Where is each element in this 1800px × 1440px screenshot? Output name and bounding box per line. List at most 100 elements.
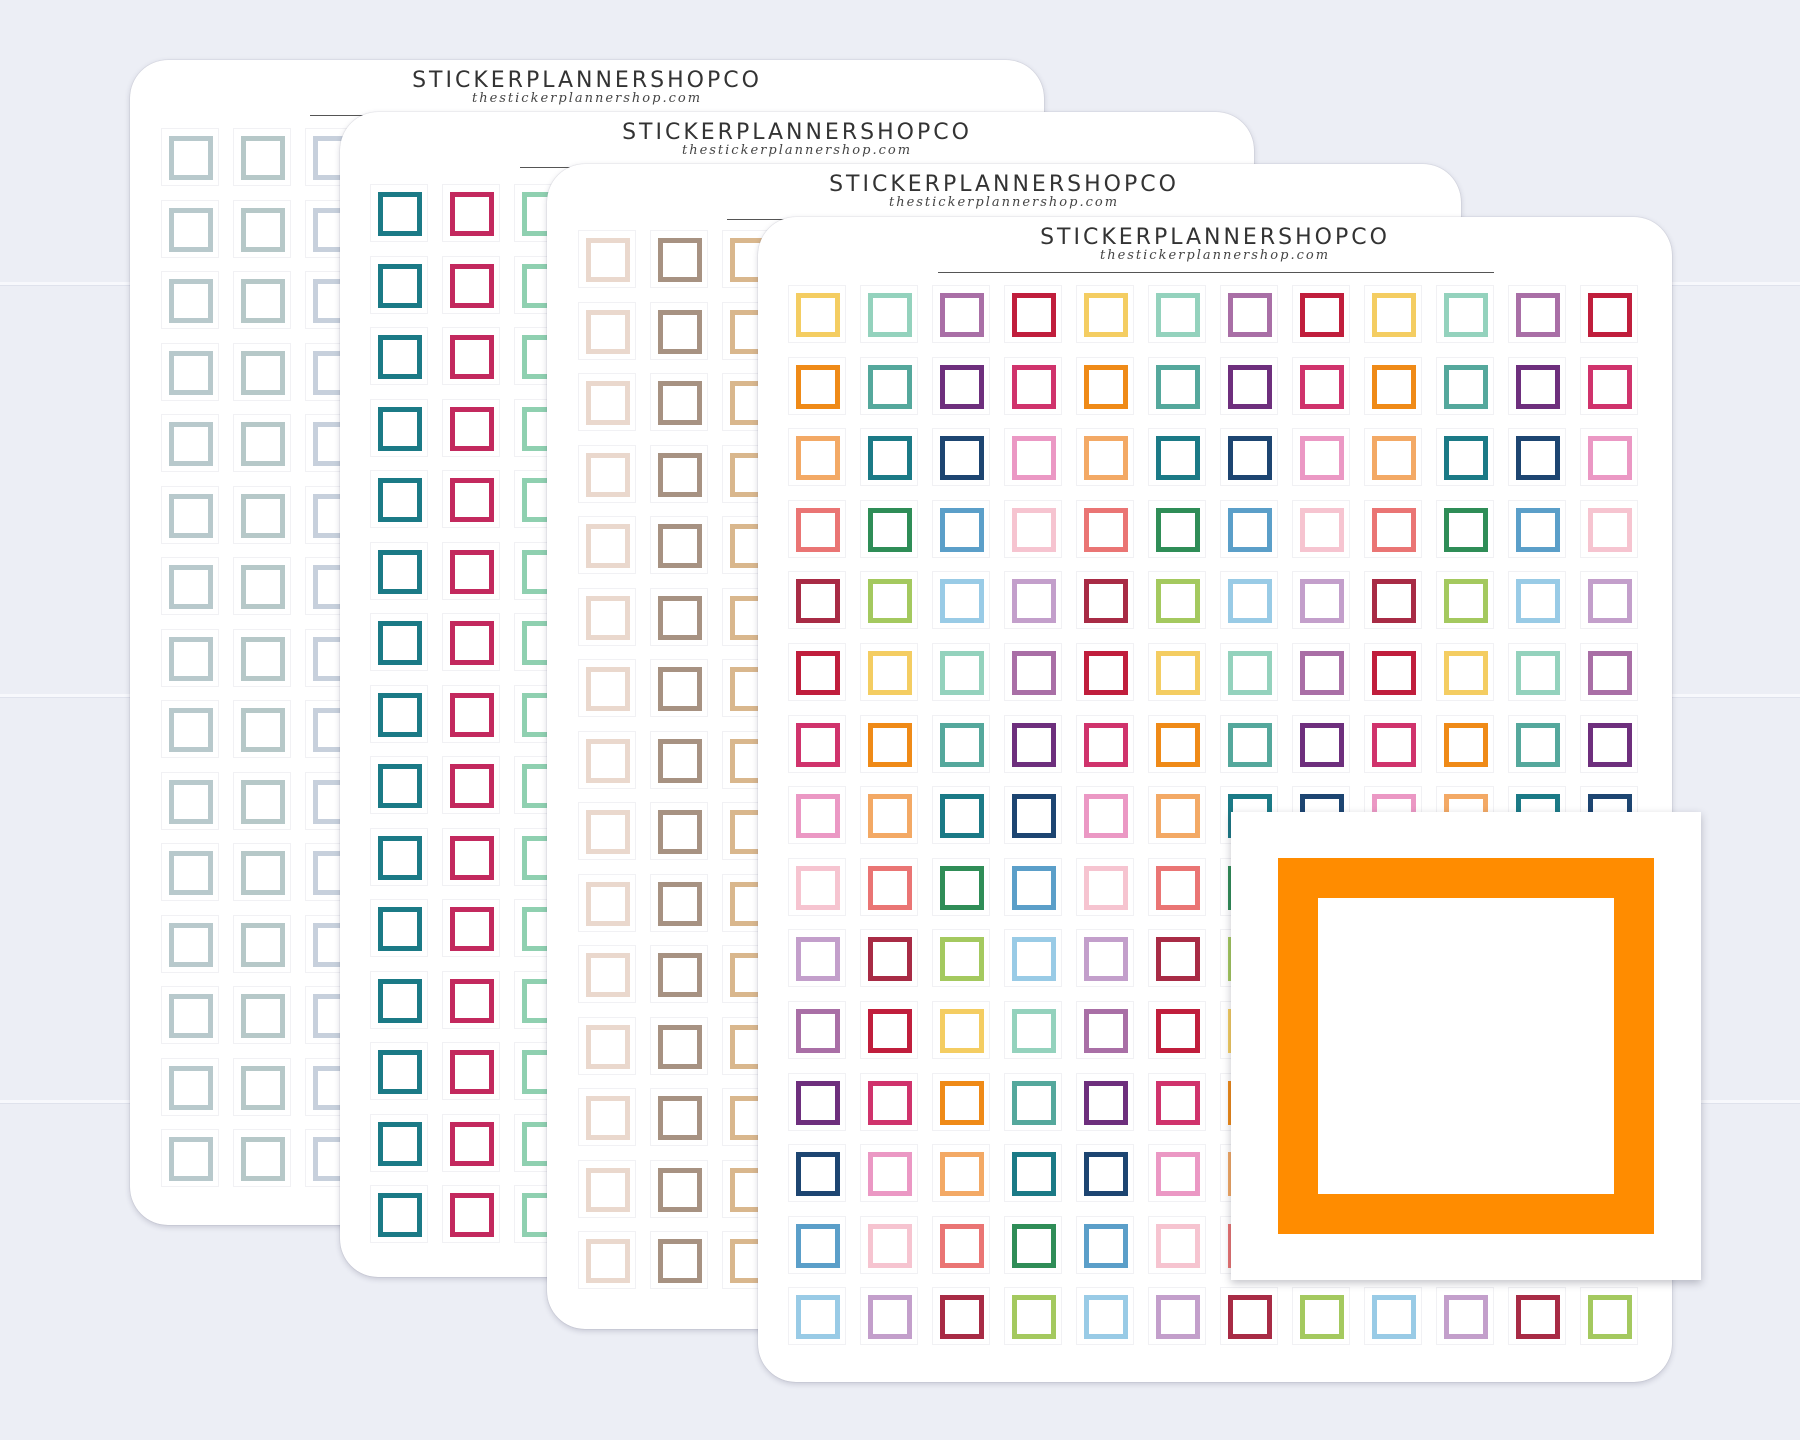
square-sticker <box>586 667 630 711</box>
sticker-cell <box>1004 643 1062 701</box>
square-sticker <box>868 1009 912 1053</box>
square-sticker <box>241 636 285 681</box>
sticker-cell <box>1004 428 1062 487</box>
square-sticker <box>1516 579 1560 624</box>
square-sticker <box>1444 722 1488 767</box>
sticker-cell <box>1292 285 1350 343</box>
sticker-cell <box>1076 285 1134 343</box>
sticker-cell <box>650 873 708 932</box>
sticker-cell <box>1076 643 1134 701</box>
sticker-cell <box>788 571 846 630</box>
square-sticker <box>378 335 422 379</box>
sticker-cell <box>1292 714 1350 773</box>
sticker-cell <box>860 1144 918 1203</box>
sticker-cell <box>1436 285 1494 343</box>
sticker-cell <box>932 786 990 845</box>
sticker-cell <box>233 414 291 472</box>
square-sticker <box>1372 579 1416 624</box>
square-sticker <box>1156 364 1200 409</box>
sticker-cell <box>442 1185 500 1243</box>
square-sticker <box>450 835 494 880</box>
square-sticker <box>241 493 285 538</box>
sticker-cell <box>161 1129 219 1187</box>
square-sticker <box>1012 1080 1056 1125</box>
square-sticker <box>868 579 912 624</box>
sticker-cell <box>1004 571 1062 630</box>
square-sticker <box>378 549 422 594</box>
square-sticker <box>1588 722 1632 767</box>
square-sticker <box>1084 1009 1128 1053</box>
sticker-cell <box>370 398 428 457</box>
sticker-cell <box>1148 1287 1206 1346</box>
square-sticker <box>1444 651 1488 695</box>
sticker-cell <box>1148 929 1206 988</box>
square-sticker <box>796 1223 840 1268</box>
square-sticker <box>169 636 213 681</box>
square-sticker <box>1084 865 1128 910</box>
square-sticker <box>1516 722 1560 767</box>
sticker-sheet-4: STICKERPLANNERSHOPCO thestickerplannersh… <box>758 217 1672 1382</box>
square-sticker <box>378 263 422 308</box>
sticker-cell <box>932 1215 990 1274</box>
square-sticker <box>169 279 213 323</box>
square-sticker <box>1156 722 1200 767</box>
sticker-cell <box>1220 356 1278 415</box>
square-sticker <box>1588 1295 1632 1340</box>
sticker-cell <box>370 899 428 957</box>
sticker-cell <box>860 428 918 487</box>
sticker-cell <box>1580 643 1638 701</box>
sticker-cell <box>1220 1287 1278 1346</box>
sticker-cell <box>233 1057 291 1116</box>
square-sticker <box>796 937 840 982</box>
square-sticker <box>586 953 630 997</box>
square-sticker <box>1012 865 1056 910</box>
sticker-cell <box>1004 1287 1062 1346</box>
sticker-cell <box>161 271 219 329</box>
sticker-cell <box>1220 285 1278 343</box>
sticker-cell <box>1364 714 1422 773</box>
sticker-cell <box>1508 714 1566 773</box>
sticker-cell <box>1508 285 1566 343</box>
sticker-cell <box>1004 1072 1062 1131</box>
square-sticker <box>658 238 702 282</box>
square-sticker <box>1588 293 1632 337</box>
square-sticker <box>1300 651 1344 695</box>
sticker-cell <box>1076 929 1134 988</box>
square-sticker <box>1372 507 1416 552</box>
sticker-cell <box>1508 428 1566 487</box>
square-sticker <box>796 794 840 839</box>
square-sticker <box>796 293 840 337</box>
sticker-cell <box>788 428 846 487</box>
sticker-cell <box>1580 285 1638 343</box>
square-sticker <box>868 364 912 409</box>
sticker-cell <box>1004 499 1062 558</box>
sticker-cell <box>650 301 708 360</box>
square-sticker <box>940 507 984 552</box>
sticker-cell <box>161 986 219 1044</box>
sticker-cell <box>1004 356 1062 415</box>
sticker-cell <box>370 970 428 1029</box>
square-sticker <box>169 350 213 395</box>
sticker-cell <box>1076 1215 1134 1274</box>
square-sticker <box>378 1193 422 1237</box>
square-sticker <box>1516 651 1560 695</box>
sticker-cell <box>161 557 219 615</box>
square-sticker <box>1012 651 1056 695</box>
sticker-cell <box>860 1072 918 1131</box>
sticker-cell <box>860 786 918 845</box>
sticker-cell <box>932 1287 990 1346</box>
sticker-cell <box>788 1215 846 1274</box>
square-sticker <box>868 651 912 695</box>
square-sticker <box>586 452 630 497</box>
sticker-cell <box>1076 356 1134 415</box>
square-sticker <box>1228 579 1272 624</box>
sticker-cell <box>932 1072 990 1131</box>
sticker-cell <box>650 730 708 789</box>
square-sticker <box>1444 1295 1488 1340</box>
sticker-cell <box>578 1231 636 1289</box>
sticker-cell <box>1148 428 1206 487</box>
square-sticker <box>940 1223 984 1268</box>
sticker-cell <box>1148 499 1206 558</box>
sticker-cell <box>1292 499 1350 558</box>
square-sticker <box>1012 579 1056 624</box>
